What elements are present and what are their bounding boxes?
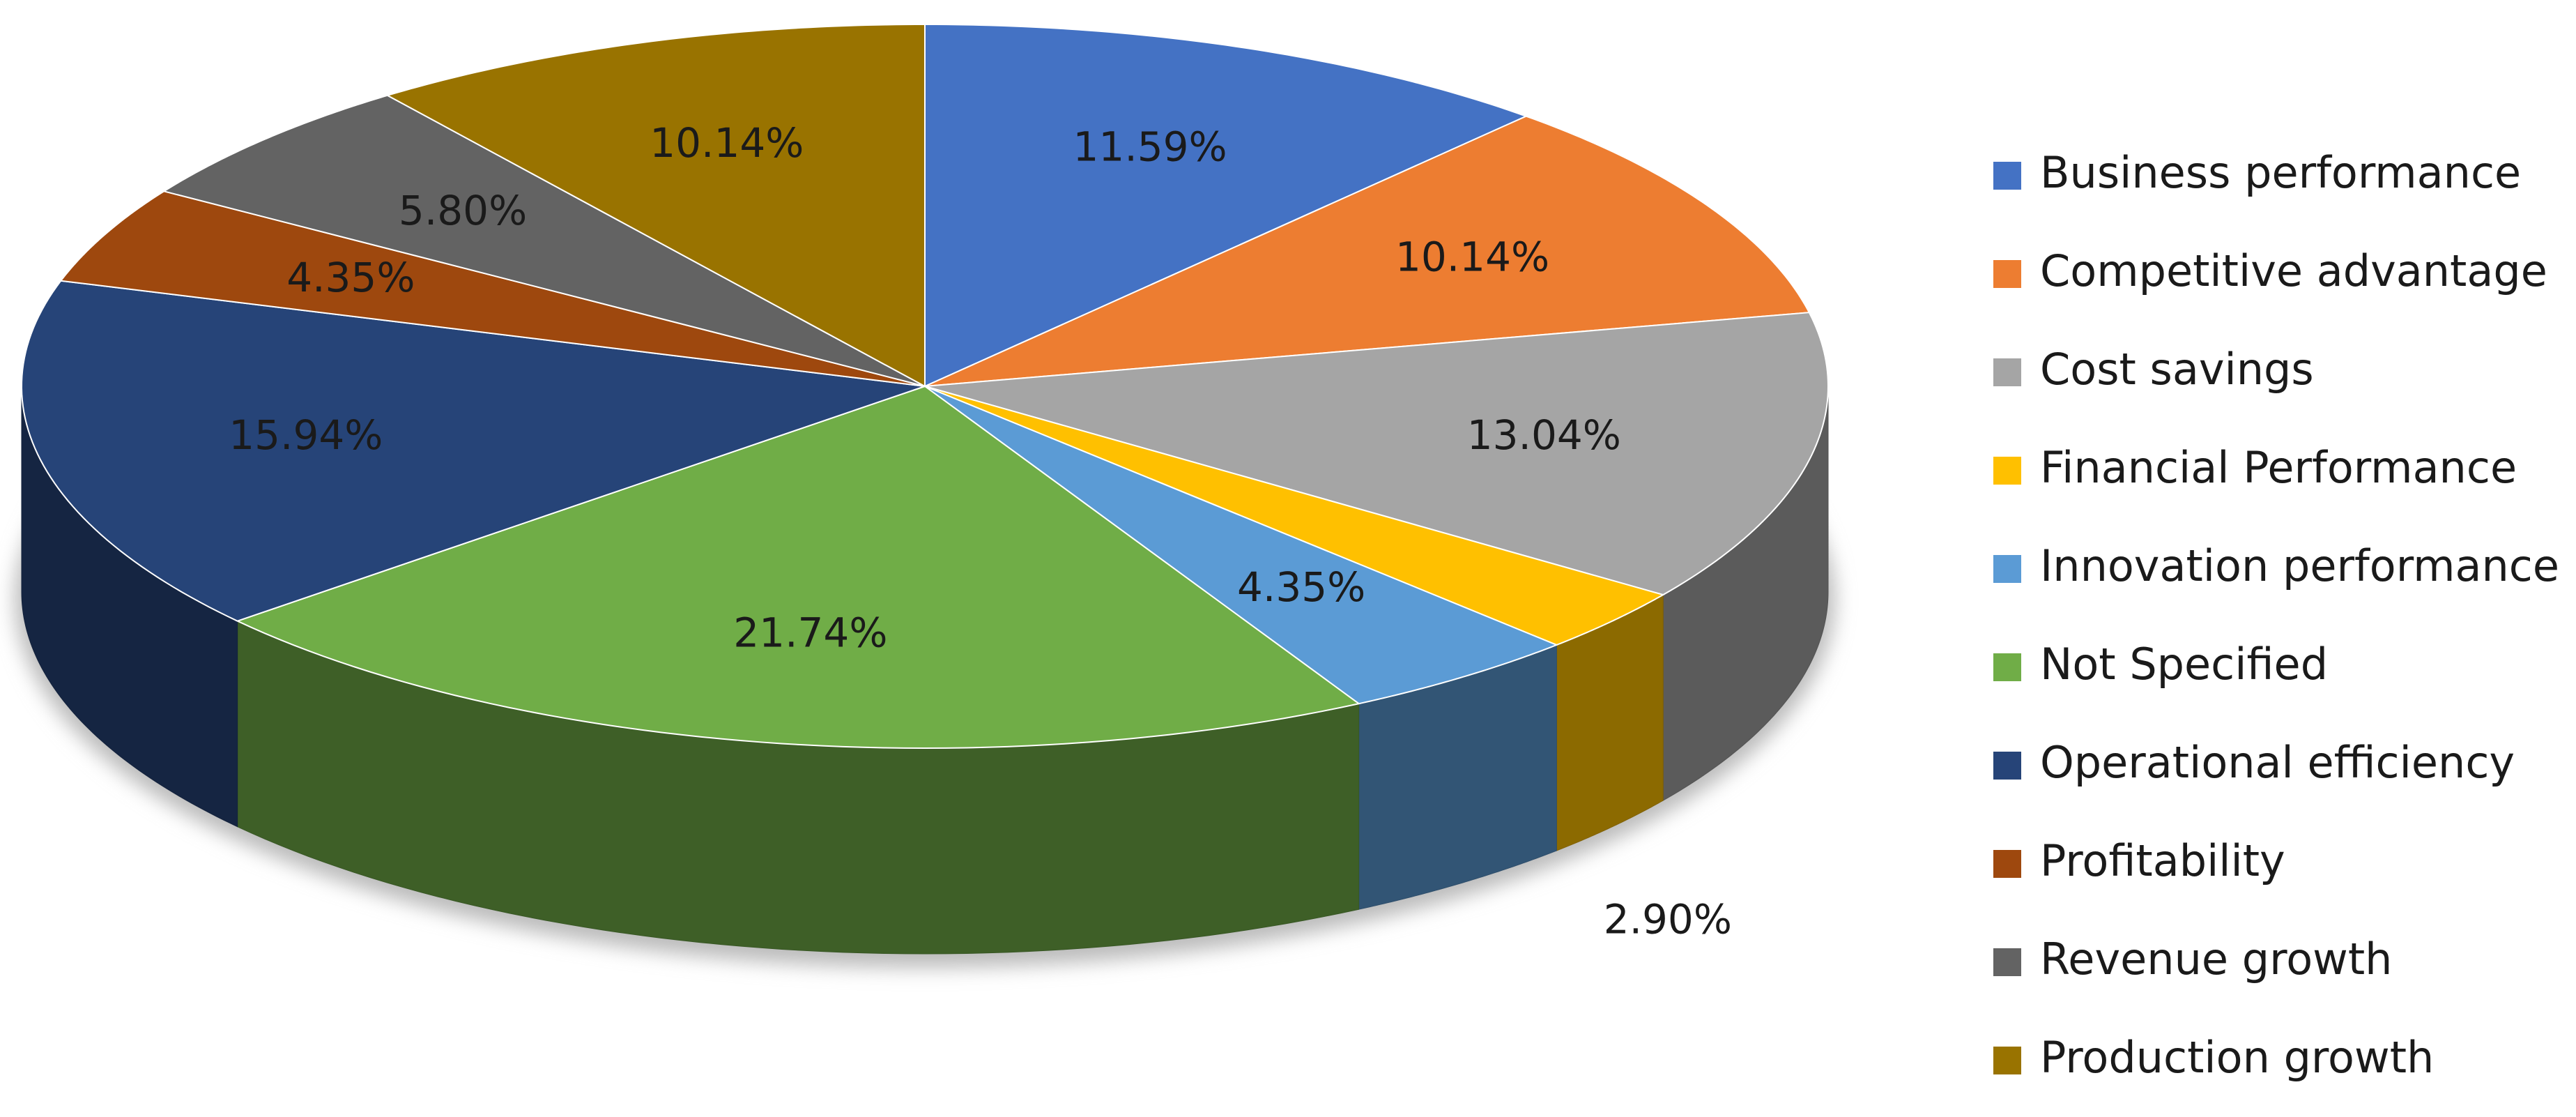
slice bbox=[924, 312, 1830, 596]
legend-label: Financial Performance bbox=[2040, 442, 2517, 493]
data-label: 10.14% bbox=[650, 119, 804, 167]
data-label: 4.35% bbox=[1237, 563, 1365, 611]
legend-swatch bbox=[1993, 457, 2021, 485]
legend-label: Profitability bbox=[2040, 835, 2285, 886]
slice bbox=[924, 115, 1811, 387]
slice bbox=[162, 94, 926, 387]
legend-swatch bbox=[1993, 948, 2021, 976]
legend-label: Competitive advantage bbox=[2040, 245, 2547, 296]
legend-swatch bbox=[1993, 1047, 2021, 1074]
legend: Business performance Competitive advantag… bbox=[1993, 147, 2559, 1083]
legend-swatch bbox=[1993, 752, 2021, 780]
slice bbox=[924, 386, 1665, 646]
legend-swatch bbox=[1993, 850, 2021, 878]
data-label: 13.04% bbox=[1467, 411, 1621, 459]
legend-swatch bbox=[1993, 260, 2021, 288]
legend-swatch bbox=[1993, 162, 2021, 190]
legend-swatch bbox=[1993, 555, 2021, 583]
slice bbox=[924, 23, 1528, 388]
data-label: 15.94% bbox=[229, 411, 383, 459]
pie: 11.59% 10.14% 13.04% 2.90% 4.35% 21.74% 15.94%… bbox=[15, 23, 1835, 968]
legend-label: Operational efficiency bbox=[2040, 737, 2515, 788]
slice bbox=[21, 280, 926, 622]
data-label: 4.35% bbox=[286, 254, 415, 301]
legend-swatch bbox=[1993, 358, 2021, 386]
data-label: 10.14% bbox=[1395, 233, 1549, 280]
data-label: 21.74% bbox=[733, 609, 887, 656]
legend-swatch bbox=[1993, 653, 2021, 681]
slice bbox=[59, 190, 926, 387]
legend-label: Cost savings bbox=[2040, 344, 2314, 395]
legend-label: Not Specified bbox=[2040, 639, 2328, 690]
legend-label: Innovation performance bbox=[2040, 540, 2559, 591]
slice bbox=[385, 23, 926, 388]
legend-label: Revenue growth bbox=[2040, 934, 2392, 985]
legend-label: Production growth bbox=[2040, 1032, 2434, 1083]
data-label: 5.80% bbox=[399, 187, 527, 234]
data-label: 2.90% bbox=[1604, 895, 1732, 943]
data-label: 11.59% bbox=[1073, 123, 1227, 171]
slice bbox=[235, 385, 1361, 750]
slice bbox=[924, 386, 1559, 705]
legend-label: Business performance bbox=[2040, 147, 2521, 198]
